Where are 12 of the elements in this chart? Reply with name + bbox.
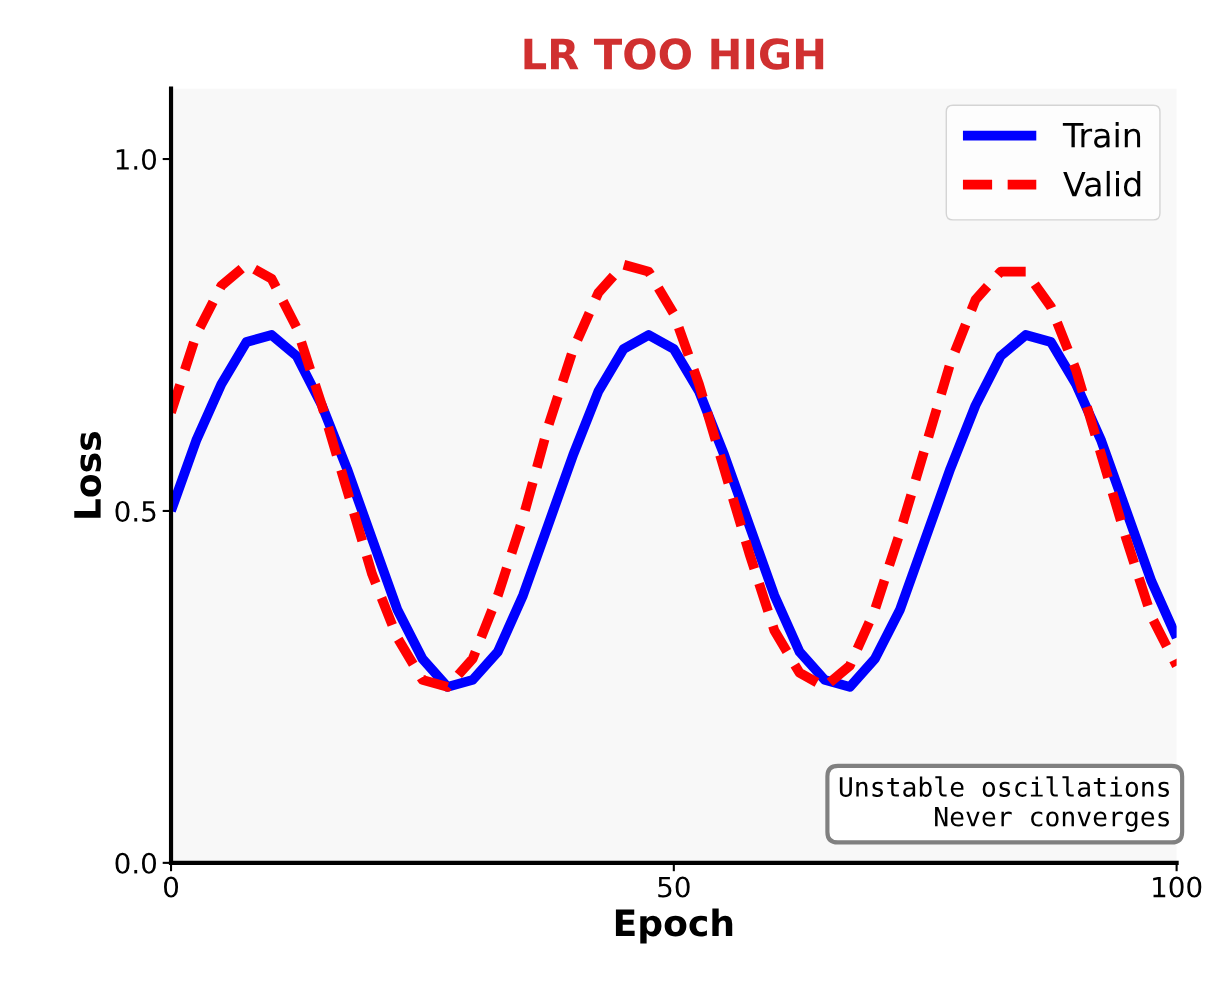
- annotation: Unstable oscillations Never converges: [839, 776, 1169, 832]
- x-tick-label: 50: [658, 876, 690, 898]
- x-tick-label: 0: [164, 876, 179, 898]
- chart-title: LR TOO HIGH: [524, 38, 824, 70]
- y-tick-label: 1.0: [116, 148, 156, 170]
- x-tick-label: 100: [1153, 876, 1202, 898]
- y-tick-label: 0.5: [115, 500, 156, 522]
- y-axis-title: Loss: [74, 432, 102, 518]
- x-axis-title: Epoch: [615, 908, 733, 944]
- legend-label: Valid: [1063, 170, 1141, 197]
- y-tick-label: 0.0: [115, 852, 156, 874]
- legend-label: Train: [1062, 121, 1141, 148]
